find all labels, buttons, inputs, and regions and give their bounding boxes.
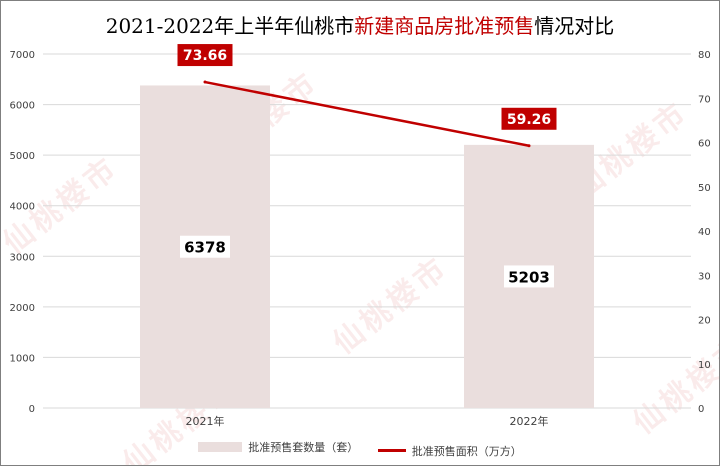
bar-data-label-box	[180, 235, 230, 258]
legend-item-bar: 批准预售套数量（套）	[198, 439, 358, 455]
y2-tick-label: 20	[698, 316, 711, 327]
y2-tick-label: 50	[698, 183, 711, 194]
chart-title-suffix: 情况对比	[534, 14, 615, 38]
y-tick-label: 6000	[10, 101, 35, 112]
y-tick-label: 2000	[10, 303, 35, 314]
chart-title-highlight: 新建商品房批准预售	[354, 14, 535, 38]
y-tick-label: 0	[29, 404, 35, 415]
line-data-label-box	[177, 44, 233, 67]
x-tick-label: 2022年	[510, 414, 549, 428]
bar-data-label-box	[504, 265, 554, 288]
y2-tick-label: 70	[698, 94, 711, 105]
line-data-label: 73.66	[183, 48, 227, 64]
legend-bar-label: 批准预售套数量（套）	[248, 441, 359, 454]
y2-tick-label: 0	[698, 404, 704, 415]
y2-tick-label: 30	[698, 271, 711, 282]
line-point	[203, 80, 207, 84]
chart-title: 2021-2022年上半年仙桃市新建商品房批准预售情况对比	[0, 10, 720, 39]
chart-legend: 批准预售套数量（套） 批准预售面积（万方）	[0, 439, 720, 459]
line-point	[527, 144, 531, 148]
y-tick-label: 3000	[10, 252, 35, 263]
line-data-label: 59.26	[507, 112, 551, 128]
y2-tick-label: 60	[698, 139, 711, 150]
bar-data-label: 5203	[508, 268, 550, 286]
y2-tick-label: 10	[698, 360, 711, 371]
y-tick-label: 7000	[10, 50, 35, 61]
y2-tick-label: 40	[698, 227, 711, 238]
series-line	[204, 80, 530, 148]
bar-data-label: 6378	[184, 239, 226, 257]
y-tick-label: 5000	[10, 151, 35, 162]
y-tick-label: 4000	[10, 202, 35, 213]
line-data-label-box	[501, 107, 557, 130]
x-tick-label: 2021年	[186, 414, 225, 428]
legend-item-line: 批准预售面积（万方）	[377, 443, 522, 459]
y-tick-label: 1000	[10, 353, 35, 364]
legend-bar-swatch	[198, 442, 243, 452]
legend-line-label: 批准预售面积（万方）	[411, 444, 522, 458]
y2-tick-label: 80	[698, 50, 711, 61]
legend-line-swatch	[377, 449, 406, 452]
chart-title-prefix: 2021-2022年上半年仙桃市	[105, 14, 355, 38]
